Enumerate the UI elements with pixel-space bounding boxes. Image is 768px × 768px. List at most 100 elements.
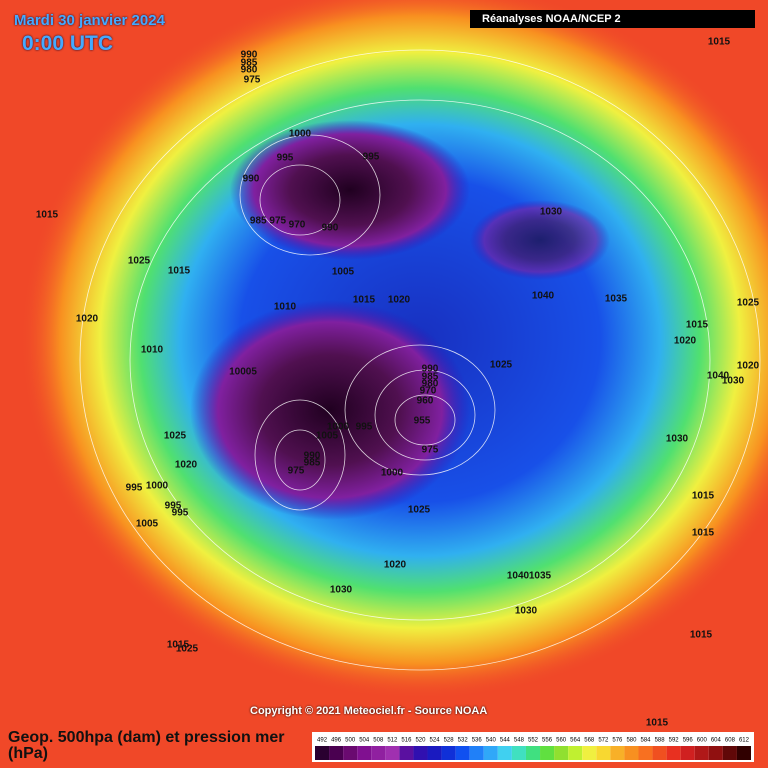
scale-swatch xyxy=(413,746,428,760)
scale-label: 600 xyxy=(697,738,708,744)
legend-title: Geop. 500hpa (dam) et pression mer (hPa) xyxy=(8,729,285,762)
isobar-label: 1020 xyxy=(674,336,697,347)
isobar-label: 955 xyxy=(414,416,431,427)
isobar-label: 1010 xyxy=(141,345,164,356)
scale-label: 540 xyxy=(486,738,497,744)
isobar-label: 990 xyxy=(243,174,260,185)
isobar-label: 1015 xyxy=(692,528,715,539)
isobar-label: 1020 xyxy=(175,460,198,471)
isobar-label: 1005 xyxy=(136,519,159,530)
scale-swatch xyxy=(680,746,695,760)
scale-swatch xyxy=(399,746,414,760)
copyright: Copyright © 2021 Meteociel.fr - Source N… xyxy=(250,705,488,717)
isobar-label: 1015 xyxy=(686,320,709,331)
isobar-label: 1000 xyxy=(381,468,404,479)
low-lobe xyxy=(190,300,470,520)
isobar-label: 1030 xyxy=(330,585,353,596)
isobar-label: 995 xyxy=(126,483,143,494)
scale-swatch xyxy=(525,746,541,760)
scale-swatch xyxy=(371,746,386,760)
scale-label: 548 xyxy=(514,738,525,744)
color-scale: 492 496 500 504 508 512 516 520 524 528 532 536 540 5… xyxy=(312,732,754,762)
scale-label: 532 xyxy=(458,738,469,744)
isobar-label: 985 xyxy=(241,58,258,69)
scale-label: 552 xyxy=(528,738,539,744)
isobar-label: 990 xyxy=(422,364,439,375)
scale-label: 508 xyxy=(373,738,384,744)
scale-label: 596 xyxy=(683,738,694,744)
scale-swatch xyxy=(708,746,723,760)
scale-swatch xyxy=(638,746,653,760)
scale-swatch xyxy=(343,746,358,760)
scale-label: 576 xyxy=(612,738,623,744)
isobar-label: 990 xyxy=(322,223,339,234)
scale-label: 560 xyxy=(556,738,567,744)
scale-swatch xyxy=(736,746,751,760)
isobar-label: 1015 xyxy=(168,266,191,277)
scale-swatch xyxy=(385,746,400,760)
isobar-label: 1030 xyxy=(515,606,538,617)
isobar-label: 970 xyxy=(289,220,306,231)
scale-label: 500 xyxy=(345,738,356,744)
isobar-label: 995 xyxy=(277,153,294,164)
scale-label: 528 xyxy=(444,738,455,744)
scale-label: 564 xyxy=(570,738,581,744)
isobar-label: 1015 xyxy=(646,718,669,729)
isobar-label: 975 xyxy=(288,466,305,477)
scale-label: 496 xyxy=(331,738,342,744)
isobar-label: 1015 xyxy=(353,295,376,306)
isobar-label: 1015 xyxy=(36,210,59,221)
scale-swatch xyxy=(652,746,667,760)
isobar-label: 990 xyxy=(304,451,321,462)
scale-swatch xyxy=(596,746,611,760)
isobar-label: 995 xyxy=(363,152,380,163)
isobar-label: 1000 xyxy=(289,129,312,140)
scale-label: 592 xyxy=(669,738,680,744)
scale-swatch xyxy=(610,746,625,760)
scale-swatch xyxy=(329,746,344,760)
isobar-label: 1025 xyxy=(128,256,151,267)
scale-label: 492 xyxy=(317,738,328,744)
isobar-label: 980 xyxy=(422,379,439,390)
time: 0:00 UTC xyxy=(22,32,114,55)
scale-swatch xyxy=(722,746,737,760)
isobar-label: 1000 xyxy=(327,422,350,433)
scale-swatch xyxy=(540,746,555,760)
isobar-label: 1000 xyxy=(146,481,169,492)
isobar-label: 1025 xyxy=(176,644,199,655)
isobar-label: 1030 xyxy=(666,434,689,445)
scale-swatch xyxy=(666,746,681,760)
isobar-label: 1010 xyxy=(274,302,297,313)
isobar-label: 975 xyxy=(422,445,439,456)
low-lobe xyxy=(470,200,610,280)
date: Mardi 30 janvier 2024 xyxy=(14,12,165,29)
scale-label: 580 xyxy=(626,738,637,744)
scale-swatch xyxy=(483,746,498,760)
isobar-label: 975 xyxy=(244,75,261,86)
isobar-label: 1025 xyxy=(164,431,187,442)
scale-label: 584 xyxy=(641,738,652,744)
scale-label: 572 xyxy=(598,738,609,744)
isobar-label: 1005 xyxy=(316,431,339,442)
scale-swatch xyxy=(441,746,456,760)
scale-label: 536 xyxy=(472,738,483,744)
isobar-label: 1005 xyxy=(332,267,355,278)
scale-swatch xyxy=(694,746,709,760)
scale-label: 568 xyxy=(584,738,595,744)
isobar-label: 1025 xyxy=(408,505,431,516)
scale-label: 524 xyxy=(430,738,441,744)
isobar-label: 10005 xyxy=(229,367,257,378)
scale-label: 504 xyxy=(359,738,370,744)
isobar-label: 1020 xyxy=(384,560,407,571)
isobar-label: 1020 xyxy=(388,295,411,306)
scale-swatch xyxy=(469,746,484,760)
isobar-label: 1015 xyxy=(690,630,713,641)
scale-swatch xyxy=(357,746,372,760)
scale-swatch xyxy=(427,746,442,760)
low-lobe xyxy=(230,120,470,260)
isobar-label: 985 xyxy=(304,458,321,469)
scale-swatch xyxy=(497,746,512,760)
isobar-label: 1015 xyxy=(167,640,190,651)
